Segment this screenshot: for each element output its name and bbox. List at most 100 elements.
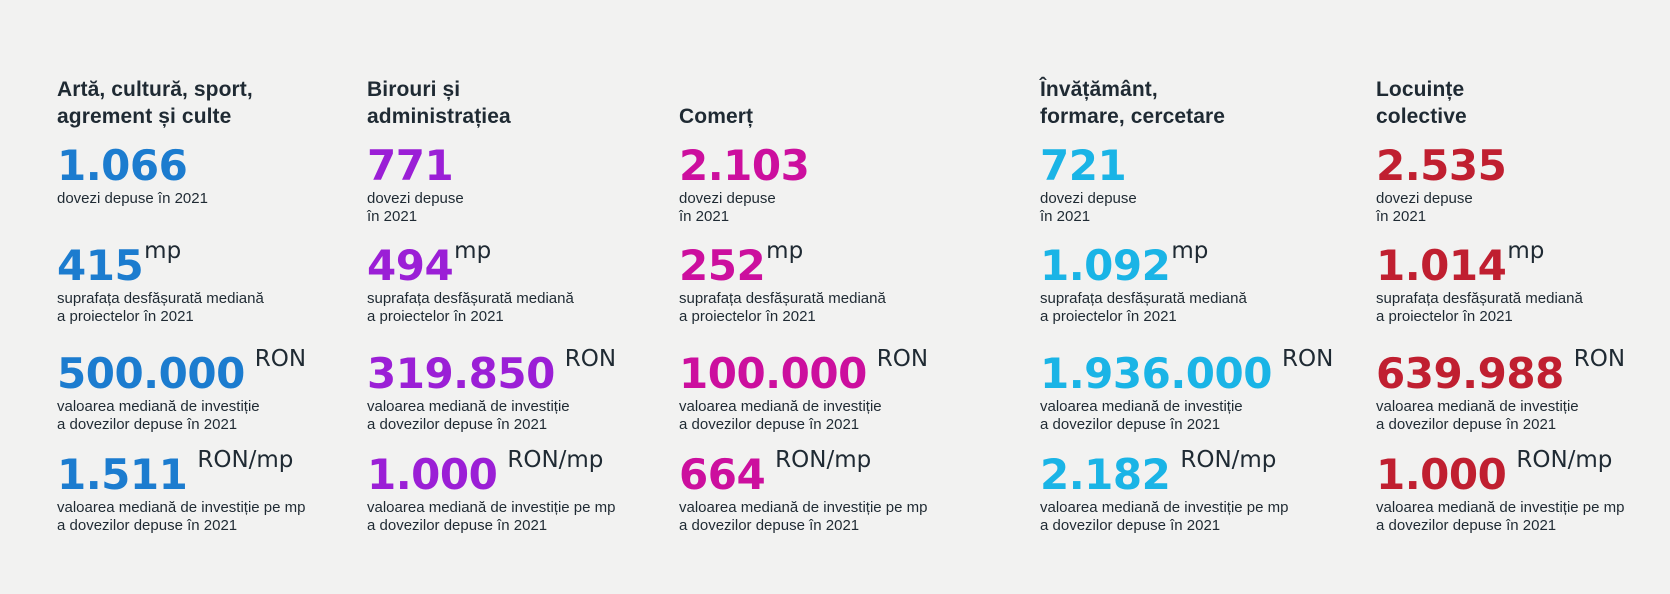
median-investment-unit: RON bbox=[564, 346, 617, 372]
median-investment-unit: RON bbox=[1573, 346, 1626, 372]
median-investment-block: 500.000 RON valoarea mediană de investiție… bbox=[57, 348, 357, 434]
median-investment-value: 100.000 bbox=[679, 349, 867, 398]
median-investment-per-mp-value: 2.182 bbox=[1040, 450, 1171, 499]
category-header: Învățământ, formare, cercetare bbox=[1040, 74, 1340, 130]
median-area-description: suprafața desfășurată mediană a proiecte… bbox=[57, 290, 264, 325]
category-column-comert: Comerț 2.103 dovezi depuse în 2021 252mp sup… bbox=[679, 74, 979, 534]
submissions-count-description: dovezi depuse în 2021 bbox=[679, 190, 776, 225]
median-area-description: suprafața desfășurată mediană a proiecte… bbox=[1376, 290, 1583, 325]
median-investment-row: 639.988 RON bbox=[1376, 348, 1670, 398]
median-investment-per-mp-unit: RON/mp bbox=[1516, 447, 1613, 473]
submissions-count-value: 2.103 bbox=[679, 141, 810, 190]
median-investment-per-mp-value: 1.000 bbox=[1376, 450, 1507, 499]
median-investment-description: valoarea mediană de investiție a dovezil… bbox=[679, 398, 882, 433]
category-column-birouri: Birouri și administrațiea 771 dovezi depus… bbox=[367, 74, 667, 534]
submissions-count-description: dovezi depuse în 2021 bbox=[57, 190, 208, 207]
median-area-row: 494mp bbox=[367, 240, 667, 290]
median-investment-per-mp-description: valoarea mediană de investiție pe mp a d… bbox=[1040, 499, 1289, 534]
median-investment-per-mp-unit: RON/mp bbox=[507, 447, 604, 473]
median-area-description: suprafața desfășurată mediană a proiecte… bbox=[1040, 290, 1247, 325]
median-investment-per-mp-block: 2.182 RON/mp valoarea mediană de investiți… bbox=[1040, 449, 1340, 535]
median-investment-per-mp-description: valoarea mediană de investiție pe mp a d… bbox=[367, 499, 616, 534]
median-area-value: 1.014 bbox=[1376, 241, 1507, 290]
median-investment-value: 319.850 bbox=[367, 349, 555, 398]
median-area-value: 494 bbox=[367, 241, 454, 290]
median-area-unit: mp bbox=[1507, 238, 1545, 264]
median-area-unit: mp bbox=[766, 238, 804, 264]
median-investment-per-mp-row: 2.182 RON/mp bbox=[1040, 449, 1340, 499]
category-header: Artă, cultură, sport, agrement și culte bbox=[57, 74, 357, 130]
median-investment-block: 639.988 RON valoarea mediană de investiție… bbox=[1376, 348, 1670, 434]
median-investment-value: 1.936.000 bbox=[1040, 349, 1272, 398]
submissions-count-row: 1.066 bbox=[57, 144, 357, 188]
median-investment-per-mp-unit: RON/mp bbox=[775, 447, 872, 473]
category-title: Învățământ, formare, cercetare bbox=[1040, 78, 1226, 128]
median-area-row: 252mp bbox=[679, 240, 979, 290]
median-investment-unit: RON bbox=[254, 346, 307, 372]
median-investment-per-mp-row: 664 RON/mp bbox=[679, 449, 979, 499]
category-title: Locuințe colective bbox=[1376, 78, 1467, 128]
median-investment-per-mp-description: valoarea mediană de investiție pe mp a d… bbox=[679, 499, 928, 534]
submissions-count-block: 771 dovezi depuse în 2021 bbox=[367, 144, 667, 226]
median-investment-per-mp-block: 1.000 RON/mp valoarea mediană de investiți… bbox=[367, 449, 667, 535]
category-header: Comerț bbox=[679, 74, 979, 130]
submissions-count-value: 2.535 bbox=[1376, 141, 1507, 190]
median-investment-per-mp-block: 1.000 RON/mp valoarea mediană de investiți… bbox=[1376, 449, 1670, 535]
median-investment-per-mp-description: valoarea mediană de investiție pe mp a d… bbox=[57, 499, 306, 534]
median-investment-value: 500.000 bbox=[57, 349, 245, 398]
category-title: Comerț bbox=[679, 105, 754, 128]
median-investment-block: 100.000 RON valoarea mediană de investiție… bbox=[679, 348, 979, 434]
median-area-unit: mp bbox=[454, 238, 492, 264]
submissions-count-row: 2.103 bbox=[679, 144, 979, 188]
median-area-row: 1.014mp bbox=[1376, 240, 1670, 290]
median-area-value: 252 bbox=[679, 241, 766, 290]
submissions-count-value: 1.066 bbox=[57, 141, 188, 190]
median-investment-value: 639.988 bbox=[1376, 349, 1564, 398]
median-investment-per-mp-description: valoarea mediană de investiție pe mp a d… bbox=[1376, 499, 1625, 534]
submissions-count-row: 721 bbox=[1040, 144, 1340, 188]
submissions-count-value: 721 bbox=[1040, 141, 1127, 190]
median-area-unit: mp bbox=[1171, 238, 1209, 264]
category-title: Birouri și administrațiea bbox=[367, 78, 511, 128]
median-investment-row: 319.850 RON bbox=[367, 348, 667, 398]
median-investment-row: 500.000 RON bbox=[57, 348, 357, 398]
submissions-count-description: dovezi depuse în 2021 bbox=[1040, 190, 1137, 225]
submissions-count-block: 721 dovezi depuse în 2021 bbox=[1040, 144, 1340, 226]
median-investment-row: 1.936.000 RON bbox=[1040, 348, 1340, 398]
median-investment-row: 100.000 RON bbox=[679, 348, 979, 398]
median-area-description: suprafața desfășurată mediană a proiecte… bbox=[679, 290, 886, 325]
median-investment-unit: RON bbox=[876, 346, 929, 372]
median-investment-per-mp-value: 1.511 bbox=[57, 450, 188, 499]
category-header: Birouri și administrațiea bbox=[367, 74, 667, 130]
median-area-row: 1.092mp bbox=[1040, 240, 1340, 290]
median-investment-per-mp-row: 1.000 RON/mp bbox=[367, 449, 667, 499]
median-investment-block: 319.850 RON valoarea mediană de investiție… bbox=[367, 348, 667, 434]
median-investment-description: valoarea mediană de investiție a dovezil… bbox=[1040, 398, 1243, 433]
submissions-count-description: dovezi depuse în 2021 bbox=[1376, 190, 1473, 225]
median-investment-per-mp-value: 1.000 bbox=[367, 450, 498, 499]
median-investment-block: 1.936.000 RON valoarea mediană de investiț… bbox=[1040, 348, 1340, 434]
median-area-block: 415mp suprafața desfășurată mediană a pro… bbox=[57, 240, 357, 326]
median-investment-per-mp-block: 664 RON/mp valoarea mediană de investiție … bbox=[679, 449, 979, 535]
category-title: Artă, cultură, sport, agrement și culte bbox=[57, 78, 253, 128]
median-area-block: 1.092mp suprafața desfășurată mediană a p… bbox=[1040, 240, 1340, 326]
category-column-invatamant: Învățământ, formare, cercetare 721 dovezi … bbox=[1040, 74, 1340, 534]
submissions-count-description: dovezi depuse în 2021 bbox=[367, 190, 464, 225]
median-area-block: 494mp suprafața desfășurată mediană a pro… bbox=[367, 240, 667, 326]
median-area-unit: mp bbox=[144, 238, 182, 264]
median-investment-unit: RON bbox=[1281, 346, 1334, 372]
submissions-count-value: 771 bbox=[367, 141, 454, 190]
category-column-arta-cultura: Artă, cultură, sport, agrement și culte 1… bbox=[57, 74, 357, 534]
median-investment-per-mp-unit: RON/mp bbox=[197, 447, 294, 473]
category-column-locuinte: Locuințe colective 2.535 dovezi depuse în … bbox=[1376, 74, 1670, 534]
submissions-count-row: 771 bbox=[367, 144, 667, 188]
submissions-count-row: 2.535 bbox=[1376, 144, 1670, 188]
median-area-value: 1.092 bbox=[1040, 241, 1171, 290]
submissions-count-block: 1.066 dovezi depuse în 2021 bbox=[57, 144, 357, 208]
median-investment-description: valoarea mediană de investiție a dovezil… bbox=[367, 398, 570, 433]
median-investment-description: valoarea mediană de investiție a dovezil… bbox=[1376, 398, 1579, 433]
median-investment-per-mp-value: 664 bbox=[679, 450, 766, 499]
median-area-row: 415mp bbox=[57, 240, 357, 288]
median-area-block: 1.014mp suprafața desfășurată mediană a p… bbox=[1376, 240, 1670, 326]
median-area-block: 252mp suprafața desfășurată mediană a pro… bbox=[679, 240, 979, 326]
